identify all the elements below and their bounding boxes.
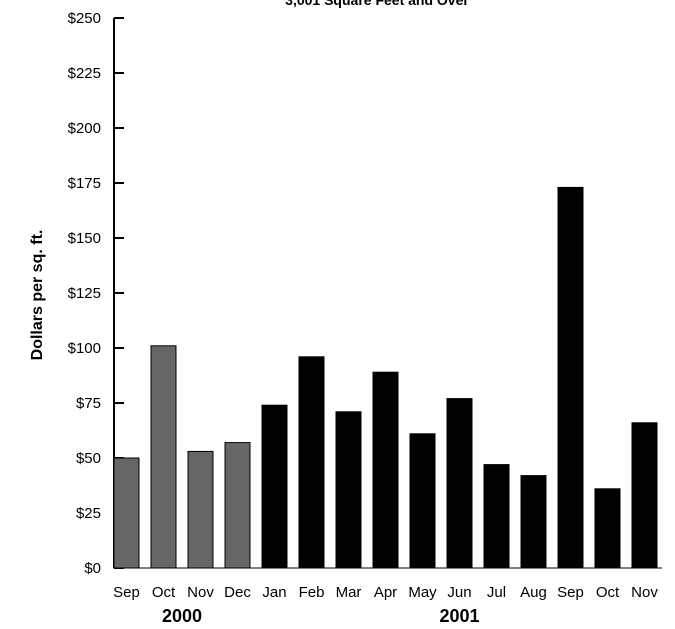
bar [372,371,399,569]
y-tick-label: $125 [68,285,101,302]
bar [113,457,140,569]
bar [594,488,621,569]
y-tick-label: $150 [68,230,101,247]
y-tick-label: $0 [84,560,101,577]
bar [483,464,510,569]
bar [409,433,436,569]
x-tick-label: Oct [152,584,176,601]
y-tick-label: $225 [68,65,101,82]
chart-title: 3,001 Square Feet and Over [285,0,469,8]
y-tick-label: $75 [76,395,101,412]
y-tick-label: $175 [68,175,101,192]
x-tick-label: May [408,584,437,601]
bar [631,422,658,569]
x-tick-label: Nov [631,584,658,601]
bar [446,398,473,569]
bar [557,186,584,569]
bar [261,404,288,569]
bar [187,450,214,569]
x-tick-label: Apr [374,584,397,601]
x-tick-label: Mar [336,584,362,601]
bars [113,186,658,569]
x-tick-label: Dec [224,584,251,601]
x-tick-label: Sep [113,584,140,601]
x-tick-label: Sep [557,584,584,601]
category-labels: Sep Oct Nov Dec Jan Feb Mar Apr May Jun Jul Aug Sep O… [113,584,658,626]
bar [520,475,547,569]
bar [150,345,177,569]
y-tick-label: $25 [76,505,101,522]
y-tick-label: $100 [68,340,101,357]
x-tick-label: Jul [487,584,506,601]
x-tick-label: Jan [262,584,286,601]
y-tick-label: $250 [68,10,101,27]
year-label: 2001 [439,606,479,626]
x-tick-label: Jun [447,584,471,601]
y-tick-label: $50 [76,450,101,467]
bar [335,411,362,569]
y-tick-label: $200 [68,120,101,137]
y-axis-title: Dollars per sq. ft. [29,230,46,361]
x-tick-label: Feb [299,584,325,601]
year-label: 2000 [162,606,202,626]
x-tick-label: Oct [596,584,620,601]
axes: $0 $25 $50 $75 $100 $125 $150 $175 $200 $225 $250 [68,10,662,577]
bar [224,442,251,569]
bar [298,356,325,569]
x-tick-label: Aug [520,584,547,601]
x-tick-label: Nov [187,584,214,601]
